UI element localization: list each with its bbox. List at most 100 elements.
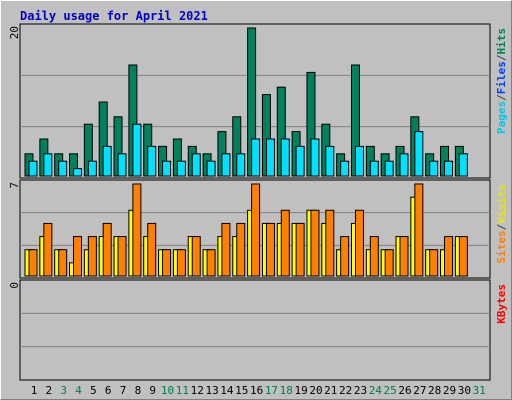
bar — [43, 153, 53, 177]
legend: KBytes — [495, 284, 508, 324]
bar — [429, 249, 439, 277]
bar — [162, 160, 172, 177]
bar — [310, 209, 320, 277]
x-tick-label: 24 — [369, 384, 383, 397]
bar — [102, 145, 112, 177]
chart-title: Daily usage for April 2021 — [20, 9, 208, 23]
bar — [102, 222, 112, 277]
x-tick-label: 21 — [324, 384, 337, 397]
legend-entry: / — [495, 54, 508, 61]
bar — [221, 153, 231, 177]
x-tick-label: 31 — [473, 384, 486, 397]
bar — [354, 145, 364, 177]
bar — [87, 236, 97, 277]
bar — [176, 160, 186, 177]
bar — [280, 138, 290, 177]
bar — [28, 160, 38, 177]
bar — [58, 249, 68, 277]
bar — [73, 168, 83, 177]
legend-entry: Sites — [495, 230, 508, 263]
bar — [236, 222, 246, 277]
x-tick-label: 27 — [413, 384, 426, 397]
bar — [458, 236, 468, 277]
bar — [176, 249, 186, 277]
legend-entry: Visits — [495, 184, 508, 224]
bar — [132, 183, 142, 277]
legend-entry: Hits — [495, 28, 508, 55]
bar — [340, 236, 350, 277]
legend-entry: KBytes — [495, 284, 508, 324]
x-tick-label: 8 — [135, 384, 142, 397]
x-tick-label: 2 — [46, 384, 53, 397]
x-tick-label: 19 — [294, 384, 307, 397]
bar — [265, 138, 275, 177]
bar — [325, 145, 335, 177]
bar — [162, 249, 172, 277]
x-tick-label: 6 — [105, 384, 112, 397]
bar — [295, 222, 305, 277]
bar — [221, 222, 231, 277]
bar — [444, 236, 454, 277]
bar — [117, 153, 127, 177]
y-tick-label: 7 — [8, 182, 21, 189]
x-tick-label: 12 — [191, 384, 204, 397]
x-tick-label: 10 — [161, 384, 174, 397]
bar — [369, 160, 379, 177]
legend-entry: Files — [495, 61, 508, 94]
legend-entry: / — [495, 223, 508, 230]
bar — [117, 236, 127, 277]
bar — [414, 131, 424, 177]
bar — [147, 222, 157, 277]
bar — [354, 209, 364, 277]
y-tick-label: 20 — [8, 26, 21, 39]
bar — [399, 153, 409, 177]
bar — [280, 209, 290, 277]
bar — [206, 160, 216, 177]
x-tick-label: 23 — [354, 384, 367, 397]
x-tick-label: 5 — [90, 384, 97, 397]
x-tick-label: 15 — [235, 384, 248, 397]
bar — [28, 249, 38, 277]
x-tick-label: 16 — [250, 384, 263, 397]
plot-area — [19, 279, 491, 381]
x-tick-label: 22 — [339, 384, 352, 397]
bar — [295, 145, 305, 177]
x-tick-label: 11 — [176, 384, 189, 397]
legend: Pages/Files/Hits — [495, 28, 508, 134]
x-tick-label: 26 — [398, 384, 411, 397]
x-tick-label: 29 — [443, 384, 456, 397]
bar — [147, 145, 157, 177]
legend-entry: Pages — [495, 101, 508, 134]
bar — [325, 209, 335, 277]
x-tick-label: 18 — [280, 384, 293, 397]
bar — [191, 153, 201, 177]
x-tick-label: 9 — [149, 384, 156, 397]
bar — [251, 183, 261, 277]
bar — [399, 236, 409, 277]
legend: Sites/Visits — [495, 184, 508, 264]
bar — [251, 138, 261, 177]
bar — [265, 222, 275, 277]
x-tick-label: 4 — [75, 384, 82, 397]
bar — [206, 249, 216, 277]
x-tick-label: 7 — [120, 384, 127, 397]
x-tick-label: 14 — [220, 384, 234, 397]
bar — [58, 160, 68, 177]
x-tick-label: 3 — [60, 384, 67, 397]
bar — [236, 153, 246, 177]
bar — [444, 160, 454, 177]
x-tick-label: 1 — [31, 384, 38, 397]
bar — [191, 236, 201, 277]
bar — [310, 138, 320, 177]
y-tick-label: 0 — [8, 282, 21, 289]
x-tick-label: 28 — [428, 384, 441, 397]
bar — [384, 249, 394, 277]
legend-entry: / — [495, 94, 508, 101]
bar — [43, 222, 53, 277]
bar — [132, 123, 142, 177]
x-tick-label: 20 — [309, 384, 322, 397]
bar — [414, 183, 424, 277]
